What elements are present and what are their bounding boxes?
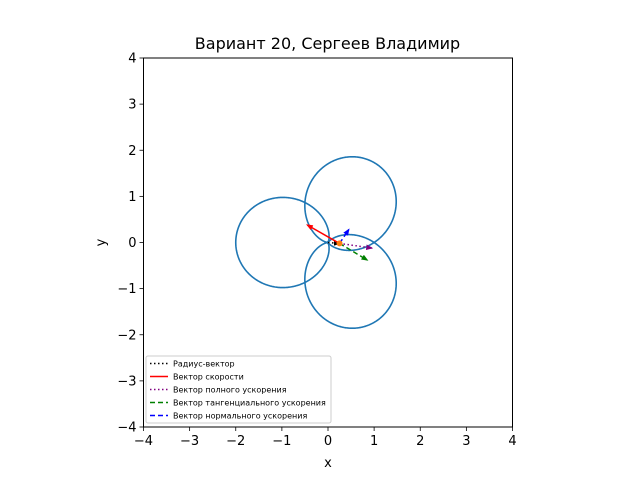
x-tick-label: 0 [324, 434, 332, 449]
x-tick-label: −3 [180, 434, 199, 449]
legend-entry: Вектор тангенциального ускорения [173, 399, 326, 408]
y-tick-label: 0 [128, 236, 136, 251]
y-tick-label: −2 [117, 328, 136, 343]
legend-entry: Вектор нормального ускорения [173, 412, 307, 421]
y-tick-label: −3 [117, 374, 136, 389]
y-tick-label: 2 [128, 144, 136, 159]
y-tick-label: 3 [128, 98, 136, 113]
vector-2 [339, 242, 374, 251]
x-tick-label: 2 [416, 434, 424, 449]
x-tick-label: 1 [370, 434, 378, 449]
legend-entry: Вектор скорости [173, 373, 244, 382]
y-axis-label: y [94, 238, 109, 246]
chart-title: Вариант 20, Сергеев Владимир [195, 34, 460, 53]
y-tick-label: −4 [117, 421, 136, 436]
trajectory-line [234, 155, 398, 330]
legend-box [145, 355, 332, 424]
y-tick-label: 1 [128, 190, 136, 205]
x-tick-label: −2 [226, 434, 245, 449]
legend-entry: Радиус-вектор [173, 360, 235, 369]
vector-1 [306, 224, 340, 245]
y-tick-label: 4 [128, 52, 136, 67]
y-tick-label: −1 [117, 282, 136, 297]
moving-point [336, 240, 343, 247]
x-tick-label: −4 [134, 434, 153, 449]
y-axis: −4 −3 −2 −1 0 1 2 3 4 [117, 52, 144, 436]
vector-3 [339, 242, 369, 261]
legend: Радиус-вектор Вектор скорости Вектор полно… [145, 355, 332, 424]
x-axis: −4 −3 −2 −1 0 1 2 3 4 [134, 427, 517, 449]
plot-area [234, 155, 398, 330]
x-axis-label: x [324, 456, 332, 471]
x-tick-label: −1 [272, 434, 291, 449]
x-tick-label: 3 [462, 434, 470, 449]
legend-entry: Вектор полного ускорения [173, 386, 287, 395]
x-tick-label: 4 [508, 434, 516, 449]
